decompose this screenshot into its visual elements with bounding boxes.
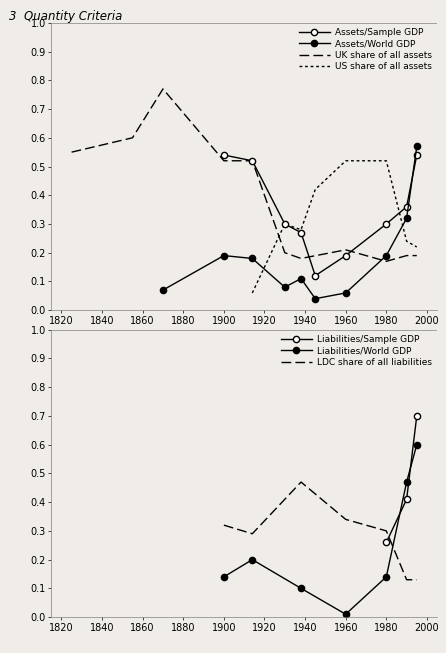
Text: 3  Quantity Criteria: 3 Quantity Criteria (9, 10, 122, 23)
Legend: Assets/Sample GDP, Assets/World GDP, UK share of all assets, US share of all ass: Assets/Sample GDP, Assets/World GDP, UK … (295, 25, 435, 74)
Legend: Liabilities/Sample GDP, Liabilities/World GDP, LDC share of all liabilities: Liabilities/Sample GDP, Liabilities/Worl… (277, 332, 435, 370)
